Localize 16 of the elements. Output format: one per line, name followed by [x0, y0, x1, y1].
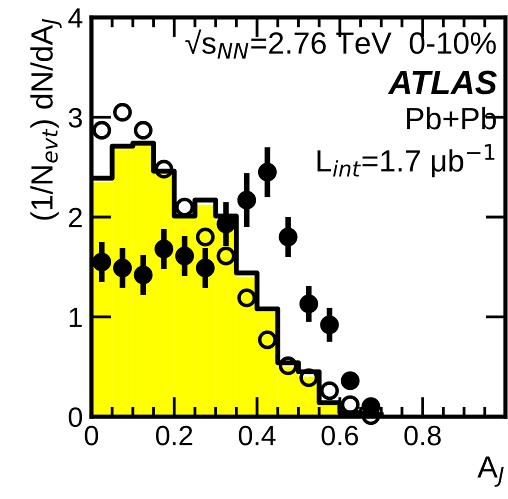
annotation: L$_{int}$=1.7 μb$^{−1}$ — [318, 144, 494, 178]
y-tick-label: 4 — [68, 8, 82, 28]
annotation: ATLAS — [388, 70, 497, 94]
x-tick-label: 0.8 — [404, 426, 441, 446]
x-tick-label: 0 — [84, 426, 98, 446]
annotation: Pb+Pb — [407, 107, 496, 130]
y-tick-label: 3 — [68, 108, 82, 128]
y-tick-label: 2 — [69, 208, 82, 228]
annotation: √s$_{NN}$=2.76 TeV 0-10% — [185, 29, 496, 59]
y-axis-title: (1/N$_{evt}$) dN/dA$_{J}$ — [30, 18, 62, 220]
y-tick-label: 1 — [70, 308, 82, 327]
y-tick-label: 0 — [68, 407, 82, 428]
x-tick-label: 0.4 — [238, 426, 276, 446]
x-tick-label: 0.2 — [156, 426, 192, 446]
x-axis-title: A$_{J}$ — [477, 456, 504, 487]
x-tick-label: 0.6 — [322, 426, 358, 446]
